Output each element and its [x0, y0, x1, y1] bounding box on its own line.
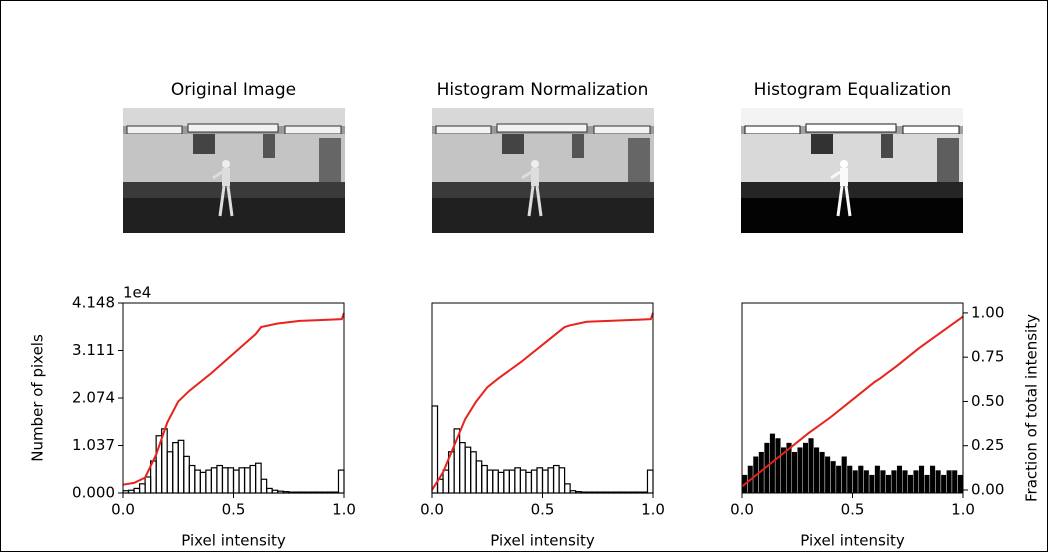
- image-equalized: [741, 108, 963, 233]
- x-axis-label: Pixel intensity: [800, 532, 905, 550]
- y-tick-label: 1.037: [72, 436, 115, 454]
- histogram-bar: [902, 470, 908, 493]
- histogram-bar: [775, 438, 781, 493]
- chart-title: Original Image: [171, 80, 296, 100]
- histogram-bar: [836, 466, 842, 493]
- histogram-bar: [935, 470, 941, 493]
- histogram-bar: [841, 456, 847, 493]
- x-tick-label: 0.5: [222, 501, 246, 519]
- histogram-bar: [853, 470, 859, 493]
- x-tick-label: 1.0: [332, 501, 356, 519]
- y-tick-label: 0.000: [72, 484, 115, 502]
- histogram-bar: [830, 461, 836, 493]
- histogram-bar: [819, 452, 825, 493]
- histogram-bar: [880, 470, 886, 493]
- histogram-bar: [792, 452, 798, 493]
- histogram-bar: [847, 466, 853, 493]
- y-axis-label: Number of pixels: [29, 334, 47, 462]
- histogram-bar: [808, 438, 814, 493]
- histogram-bar: [924, 475, 930, 493]
- x-axis-label: Pixel intensity: [181, 532, 286, 550]
- y2-tick-label: 0.50: [971, 392, 1004, 410]
- histogram-bar: [825, 456, 831, 493]
- histogram-bar: [875, 466, 881, 493]
- x-tick-label: 1.0: [951, 501, 975, 519]
- x-tick-label: 1.0: [641, 501, 665, 519]
- chart-title: Histogram Normalization: [437, 80, 649, 100]
- chart-title: Histogram Equalization: [754, 80, 952, 100]
- histogram-bar: [797, 447, 803, 493]
- y2-axis-label: Fraction of total intensity: [1023, 314, 1041, 502]
- histogram-bar: [897, 466, 903, 493]
- histogram-bar: [803, 443, 809, 493]
- y-tick-label: 4.148: [72, 294, 115, 312]
- y2-tick-label: 0.75: [971, 348, 1004, 366]
- histogram-bar: [858, 466, 864, 493]
- histogram-bar: [946, 470, 952, 493]
- histogram-bar: [913, 470, 919, 493]
- x-tick-label: 0.5: [531, 501, 555, 519]
- histogram-bar: [864, 470, 870, 493]
- image-original: [123, 108, 345, 233]
- y-offset-label: 1e4: [123, 284, 151, 302]
- x-axis-label: Pixel intensity: [490, 532, 595, 550]
- y-tick-label: 3.111: [72, 341, 115, 359]
- x-tick-label: 0.0: [730, 501, 754, 519]
- histogram-bar: [891, 470, 897, 493]
- page: {"chart_data": [ {"type": "histogram", "…: [0, 0, 1048, 552]
- histogram-bar: [908, 475, 914, 493]
- histogram-bar: [941, 475, 947, 493]
- histogram-bar: [886, 475, 892, 493]
- x-tick-label: 0.0: [420, 501, 444, 519]
- y2-tick-label: 0.00: [971, 480, 1004, 498]
- image-normalized: [432, 108, 654, 233]
- figure: Original Image 0.0 0.5 1.0 Pixel intensity 0.…: [0, 0, 1048, 552]
- y2-tick-label: 0.25: [971, 436, 1004, 454]
- y2-tick-label: 1.00: [971, 303, 1004, 321]
- y-tick-label: 2.074: [72, 389, 115, 407]
- histogram-bar: [952, 470, 958, 493]
- histogram-bar: [814, 447, 820, 493]
- histogram-bar: [869, 475, 875, 493]
- histogram-bar: [957, 475, 963, 493]
- x-tick-label: 0.0: [111, 501, 135, 519]
- histogram-bar: [930, 466, 936, 493]
- histogram-bar: [919, 466, 925, 493]
- x-tick-label: 0.5: [841, 501, 865, 519]
